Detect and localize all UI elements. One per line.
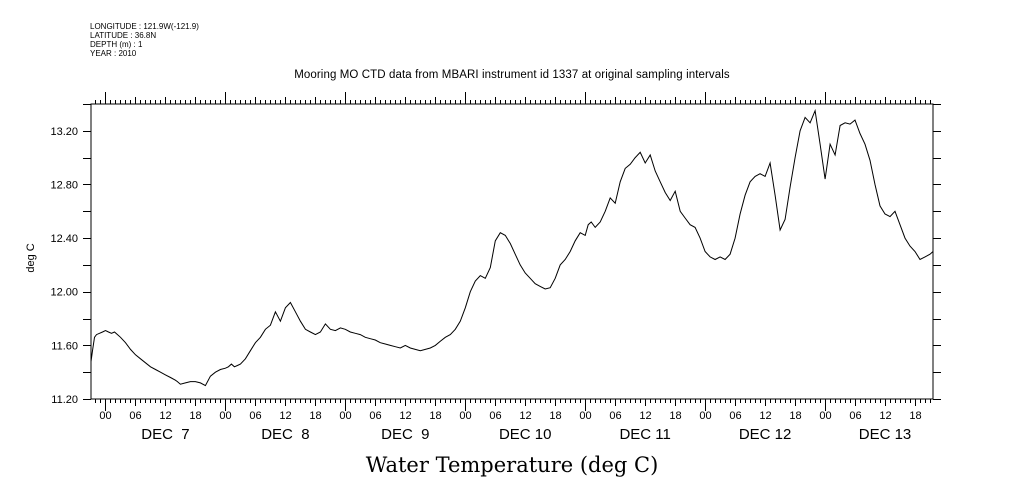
x-day-label: DEC 8: [261, 426, 309, 443]
x-hour-label: 12: [519, 410, 531, 422]
x-axis: 00 06 12 18 00 06 12 18 00 06 12 18 00 06 12 18 00 06 12 18…: [95, 92, 931, 443]
x-day-label: DEC 10: [499, 426, 552, 443]
x-hour-label: 06: [609, 410, 621, 422]
longitude-label: LONGITUDE : 121.9W(-121.9): [90, 22, 199, 31]
x-hour-label: 12: [159, 410, 171, 422]
x-hour-label: 18: [789, 410, 801, 422]
x-day-label: DEC 11: [619, 426, 670, 443]
latitude-label: LATITUDE : 36.8N: [90, 31, 157, 40]
y-tick-label: 12.80: [50, 179, 78, 191]
y-axis: 11.20 11.60 12.00 12.40 12.80 13.20: [50, 104, 941, 406]
x-hour-label: 06: [369, 410, 381, 422]
x-hour-label: 00: [819, 410, 831, 422]
x-hour-label: 18: [549, 410, 561, 422]
series-group: [90, 108, 934, 387]
x-day-label: DEC 12: [739, 426, 792, 443]
x-hour-label: 00: [699, 410, 711, 422]
y-tick-label: 12.00: [50, 287, 78, 299]
x-hour-label: 12: [279, 410, 291, 422]
x-hour-label: 06: [849, 410, 861, 422]
y-axis-label: deg C: [25, 243, 37, 272]
x-hour-label: 18: [669, 410, 681, 422]
x-hour-label: 18: [429, 410, 441, 422]
x-hour-label: 06: [129, 410, 141, 422]
chart-title: Mooring MO CTD data from MBARI instrumen…: [294, 69, 730, 81]
x-hour-label: 00: [339, 410, 351, 422]
y-tick-label: 12.40: [50, 233, 78, 245]
x-day-label: DEC 7: [141, 426, 189, 443]
x-axis-title: Water Temperature (deg C): [365, 453, 659, 477]
x-hour-label: 00: [459, 410, 471, 422]
x-hour-label: 18: [309, 410, 321, 422]
x-hour-label: 00: [99, 410, 111, 422]
x-hour-label: 06: [249, 410, 261, 422]
y-tick-label: 11.20: [51, 394, 78, 406]
x-hour-label: 12: [399, 410, 411, 422]
x-hour-label: 12: [879, 410, 891, 422]
metadata-block: LONGITUDE : 121.9W(-121.9) LATITUDE : 36…: [90, 22, 199, 58]
x-hour-label: 00: [579, 410, 591, 422]
x-hour-label: 18: [189, 410, 201, 422]
series-line-water-temperature: [90, 108, 934, 387]
x-hour-label: 12: [639, 410, 651, 422]
plot-frame: [90, 103, 934, 400]
x-day-label: DEC 13: [859, 426, 912, 443]
x-hour-label: 00: [219, 410, 231, 422]
year-label: YEAR : 2010: [90, 49, 137, 58]
x-hour-label: 06: [729, 410, 741, 422]
x-day-label: DEC 9: [381, 426, 429, 443]
depth-label: DEPTH (m) : 1: [90, 40, 143, 49]
y-tick-label: 13.20: [50, 126, 78, 138]
x-hour-label: 18: [909, 410, 921, 422]
x-hour-label: 06: [489, 410, 501, 422]
x-hour-label: 12: [759, 410, 771, 422]
plot-border: [90, 103, 934, 400]
y-tick-label: 11.60: [51, 340, 78, 352]
